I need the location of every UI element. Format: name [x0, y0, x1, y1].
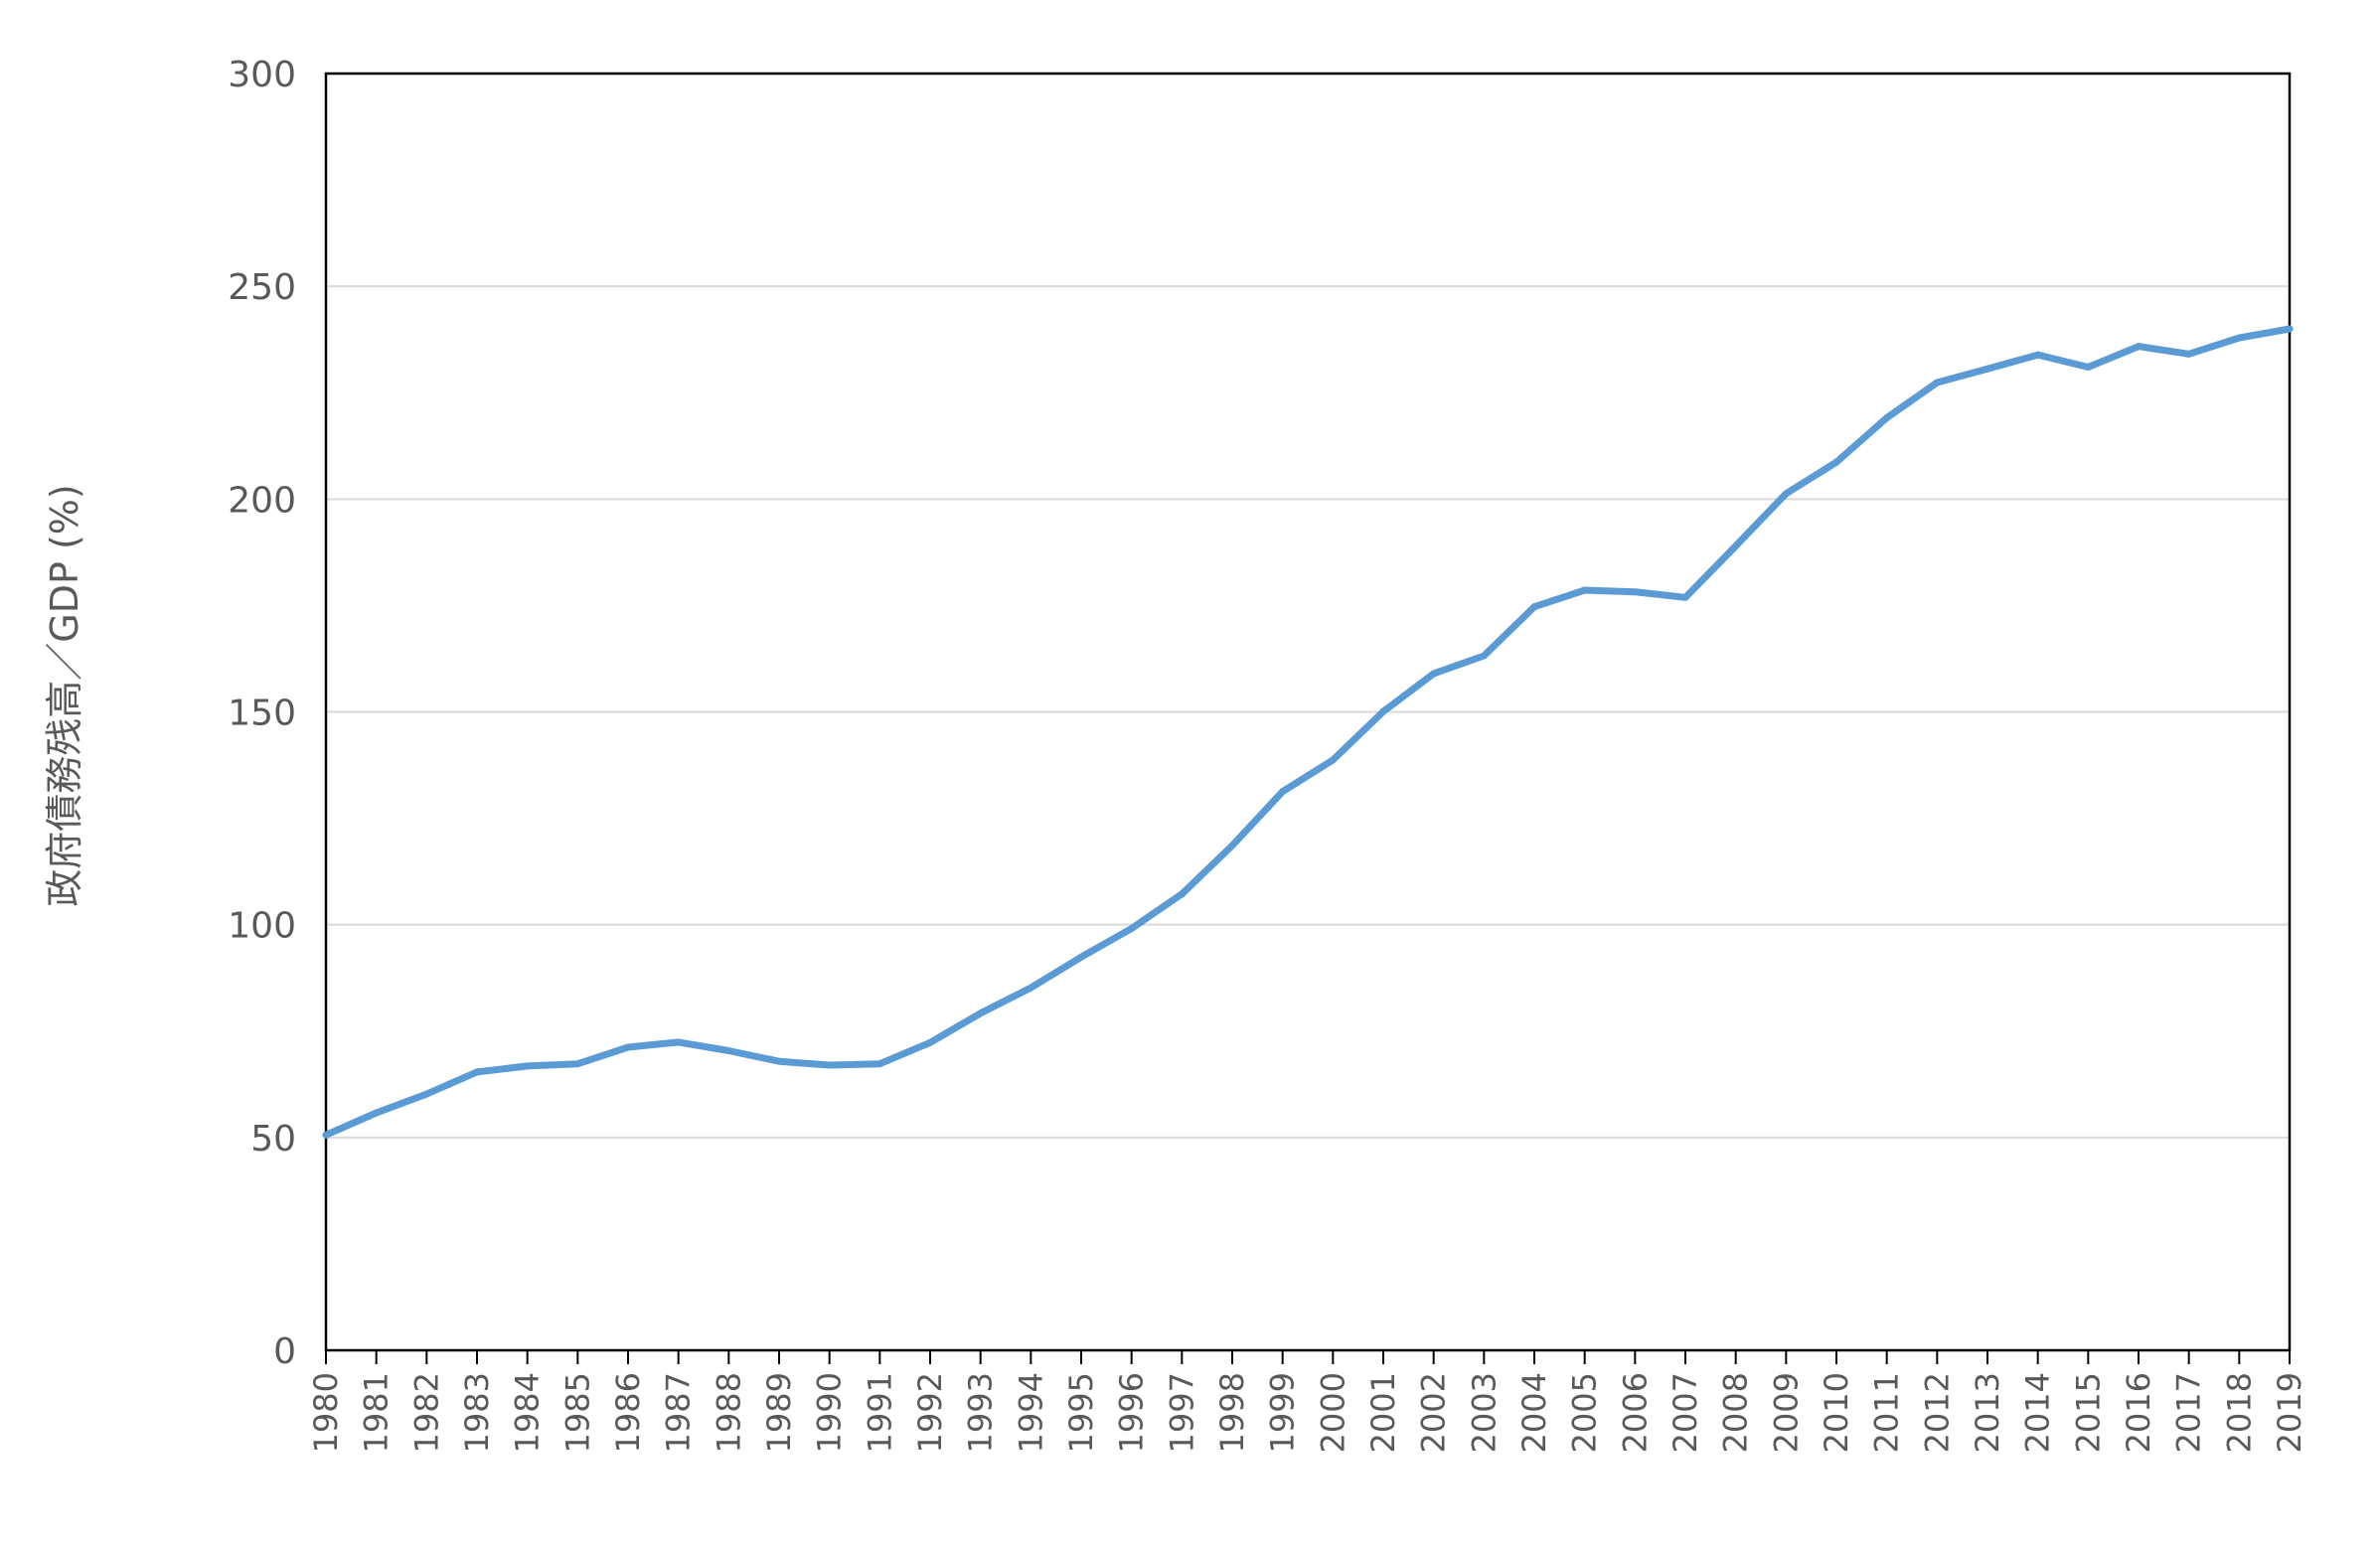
y-tick-label: 200 — [228, 480, 296, 521]
plot-frame — [324, 72, 2292, 1352]
x-tick-label: 2009 — [1767, 1372, 1805, 1453]
data-point — [875, 1060, 883, 1068]
x-tick-label: 2013 — [1969, 1372, 2006, 1453]
data-point — [524, 1062, 532, 1070]
y-tick-label: 250 — [228, 267, 296, 308]
y-tick-label: 0 — [273, 1331, 296, 1372]
y-tick-label: 300 — [228, 55, 296, 95]
x-tick-label: 2017 — [2170, 1372, 2208, 1453]
data-point — [1933, 379, 1941, 387]
data-point — [1128, 925, 1136, 933]
x-tick-label: 1995 — [1062, 1372, 1100, 1453]
x-tick-label: 2003 — [1465, 1372, 1503, 1453]
x-tick-label: 2002 — [1415, 1372, 1453, 1453]
axes — [324, 72, 2292, 1364]
data-point — [775, 1057, 783, 1065]
data-point — [2286, 325, 2294, 333]
data-point — [1480, 652, 1488, 660]
data-point — [1329, 756, 1337, 764]
data-point — [2135, 343, 2142, 351]
x-tick-label: 1990 — [811, 1372, 849, 1453]
x-tick-label: 1991 — [861, 1372, 898, 1453]
x-tick-label: 2016 — [2120, 1372, 2157, 1453]
data-point — [624, 1043, 632, 1051]
x-tick-label: 2014 — [2019, 1372, 2057, 1453]
y-tick-label: 150 — [228, 694, 296, 734]
data-point — [1581, 586, 1589, 594]
x-tick-label: 1997 — [1163, 1372, 1200, 1453]
data-point — [1228, 842, 1236, 850]
data-point — [2235, 334, 2243, 342]
x-tick-label: 1980 — [307, 1372, 345, 1453]
x-tick-label: 1983 — [458, 1372, 496, 1453]
x-tick-label: 2004 — [1515, 1372, 1553, 1453]
series-line — [322, 325, 2294, 1139]
x-tick-label: 2019 — [2271, 1372, 2308, 1453]
gridlines — [326, 285, 2290, 1139]
data-point — [422, 1090, 430, 1098]
data-point — [1883, 414, 1891, 422]
x-tick-label: 2012 — [1918, 1372, 1956, 1453]
x-tick-label: 1988 — [710, 1372, 747, 1453]
data-point — [1732, 542, 1740, 549]
tick-labels: 0 50 100 150 200 250 300 1980 1981 1982 1983 1984 19… — [228, 55, 2308, 1453]
x-tick-label: 1989 — [760, 1372, 798, 1453]
data-point — [1430, 670, 1438, 678]
data-point — [2084, 364, 2092, 372]
x-tick-label: 2007 — [1666, 1372, 1704, 1453]
x-tick-label: 1993 — [962, 1372, 1000, 1453]
data-point — [373, 1109, 381, 1117]
data-point — [1631, 588, 1639, 596]
x-tick-label: 2006 — [1616, 1372, 1654, 1453]
x-tick-label: 2018 — [2220, 1372, 2258, 1453]
data-point — [675, 1038, 683, 1046]
x-tick-label: 1986 — [609, 1372, 647, 1453]
x-tick-label: 1981 — [358, 1372, 396, 1453]
data-point — [926, 1038, 934, 1046]
data-point — [977, 1009, 985, 1017]
data-point — [1379, 707, 1387, 715]
data-point — [826, 1061, 834, 1069]
data-point — [724, 1046, 732, 1054]
data-point — [473, 1068, 481, 1076]
x-tick-label: 2008 — [1717, 1372, 1755, 1453]
x-tick-label: 2005 — [1566, 1372, 1604, 1453]
data-point — [1832, 458, 1840, 466]
data-point — [1782, 490, 1790, 498]
data-point — [1530, 603, 1538, 611]
data-point — [1178, 890, 1186, 898]
data-point — [1681, 593, 1689, 601]
x-tick-label: 2011 — [1868, 1372, 1906, 1453]
x-tick-label: 2015 — [2069, 1372, 2107, 1453]
x-tick-label: 1999 — [1264, 1372, 1302, 1453]
y-tick-label: 100 — [228, 906, 296, 947]
x-tick-label: 1982 — [407, 1372, 445, 1453]
data-point — [2185, 350, 2193, 358]
x-tick-label: 1985 — [558, 1372, 596, 1453]
x-tick-label: 1992 — [911, 1372, 949, 1453]
x-tick-label: 1987 — [660, 1372, 698, 1453]
data-point — [1983, 365, 1991, 373]
data-point — [2034, 351, 2042, 359]
y-tick-label: 50 — [250, 1119, 296, 1160]
data-point — [1279, 788, 1287, 796]
x-tick-label: 2001 — [1364, 1372, 1402, 1453]
y-axis-title: 政府債務残高／GDP (%) — [43, 484, 86, 906]
x-tick-label: 1996 — [1113, 1372, 1151, 1453]
x-tick-label: 1998 — [1213, 1372, 1251, 1453]
x-tick-label: 1994 — [1012, 1372, 1049, 1453]
data-point — [1027, 984, 1034, 992]
x-tick-label: 2000 — [1314, 1372, 1351, 1453]
data-point — [573, 1060, 581, 1068]
series-layer — [322, 325, 2294, 1139]
data-point — [1077, 953, 1085, 961]
x-tick-label: 2010 — [1818, 1372, 1855, 1453]
x-tick-label: 1984 — [509, 1372, 547, 1453]
data-point — [322, 1131, 330, 1139]
